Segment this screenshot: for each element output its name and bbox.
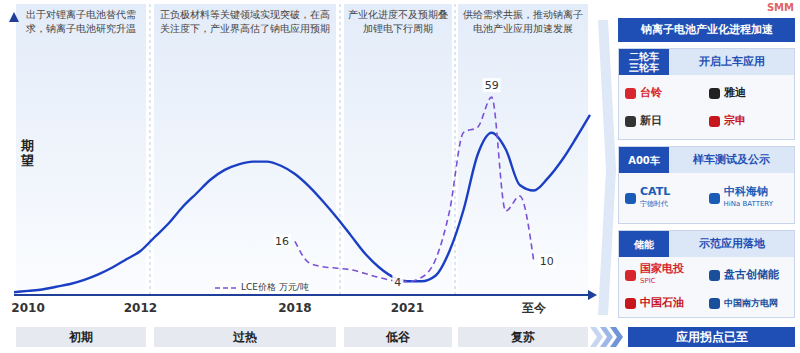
svg-text:2018: 2018 [278, 301, 311, 315]
html-text:宁德时代: 宁德时代 [640, 200, 668, 208]
html-text:二轮车: 二轮车 [629, 51, 659, 62]
svg-text:10: 10 [540, 255, 554, 268]
html-text:台铃: 台铃 [640, 86, 662, 99]
html-text:A00车: A00车 [628, 154, 660, 166]
html-text:储能: 储能 [634, 238, 654, 250]
html-text:出于对锂离子电池替代需求，钠离子电池研究升温: 出于对锂离子电池替代需求，钠离子电池研究升温 [26, 9, 136, 34]
html-text:中科海钠: 中科海钠 [723, 185, 768, 198]
html-text:LCE价格 万元/吨: LCE价格 万元/吨 [241, 282, 309, 292]
html-text:宗申: 宗申 [723, 114, 746, 127]
html-text:中国南方电网: 中国南方电网 [723, 298, 778, 308]
html-text:示范应用落地: 示范应用落地 [698, 237, 765, 250]
html-text:低谷: 低谷 [386, 330, 410, 344]
html-text:期: 期 [20, 138, 34, 153]
html-text:望: 望 [20, 153, 34, 168]
svg-text:2012: 2012 [124, 301, 157, 315]
html-text:HiNa BATTERY: HiNa BATTERY [723, 200, 774, 208]
html-text:样车测试及公示: 样车测试及公示 [693, 153, 770, 166]
html-text:新日: 新日 [640, 114, 662, 127]
svg-text:2021: 2021 [391, 301, 424, 315]
html-text:应用拐点已至: 应用拐点已至 [675, 330, 748, 344]
html-text:三轮车: 三轮车 [629, 62, 659, 73]
html-text:SPIC: SPIC [640, 277, 656, 285]
svg-text:2010: 2010 [11, 301, 44, 315]
html-text:产业化进度不及预期叠加锂电下行周期: 产业化进度不及预期叠加锂电下行周期 [348, 9, 448, 34]
html-text:SMM: SMM [766, 2, 794, 13]
html-text:雅迪: 雅迪 [723, 86, 746, 99]
html-text:CATL: CATL [640, 185, 671, 198]
svg-text:至今: 至今 [521, 301, 547, 315]
html-text:过热: 过热 [233, 330, 257, 344]
svg-text:59: 59 [485, 79, 499, 92]
html-text:开启上车应用: 开启上车应用 [698, 55, 765, 68]
html-text:国家电投: 国家电投 [640, 262, 684, 275]
svg-text:16: 16 [275, 235, 289, 248]
svg-text:4: 4 [394, 276, 401, 289]
html-text:钠离子电池产业化进程加速: 钠离子电池产业化进程加速 [640, 23, 773, 36]
html-text:盘古创储能: 盘古创储能 [723, 268, 779, 281]
html-text:复苏: 复苏 [511, 330, 535, 344]
html-text:供给需求共振，推动钠离子电池产业应用加速发展: 供给需求共振，推动钠离子电池产业应用加速发展 [463, 9, 583, 34]
html-text:正负极材料等关键领域实现突破，在高关注度下，产业界高估了钠电: 正负极材料等关键领域实现突破，在高关注度下，产业界高估了钠电应用预期 [160, 9, 330, 34]
html-text:初期: 初期 [69, 330, 93, 344]
html-text:中国石油: 中国石油 [640, 296, 684, 309]
